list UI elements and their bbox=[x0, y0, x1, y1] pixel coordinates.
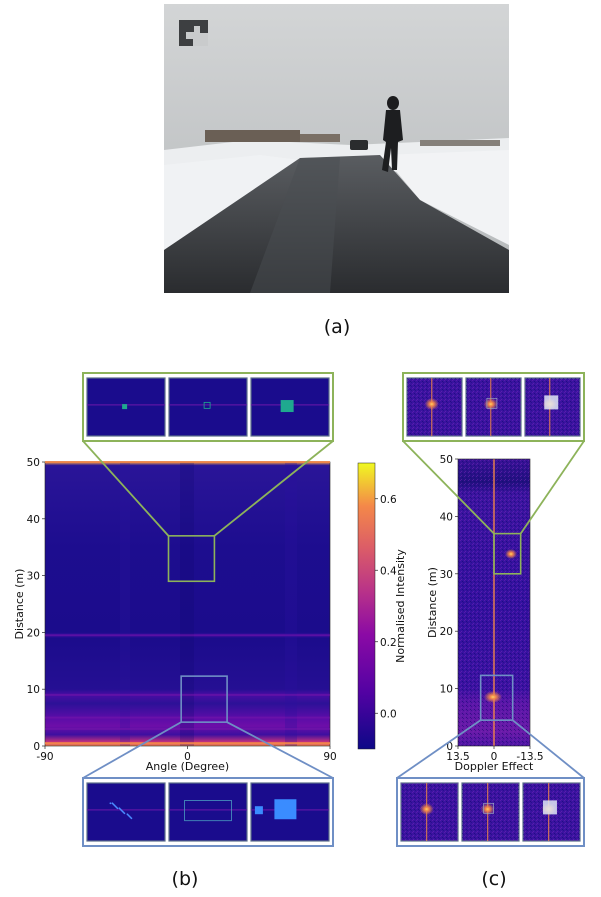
zoom-connector bbox=[402, 440, 495, 535]
highlight-region-near bbox=[180, 675, 228, 723]
intensity-band bbox=[45, 716, 330, 719]
highlight-region-near bbox=[479, 674, 514, 721]
colorbar-tick-label: 0.4 bbox=[380, 565, 397, 577]
y-tick-label: 50 bbox=[27, 457, 40, 469]
y-tick-label: 30 bbox=[27, 571, 40, 583]
zoom-connector bbox=[213, 440, 334, 537]
intensity-band bbox=[45, 742, 330, 745]
zoom-connector bbox=[519, 440, 585, 535]
y-tick-label: 20 bbox=[440, 626, 453, 638]
inset-panel bbox=[168, 377, 248, 437]
colorbar-tick-label: 0.2 bbox=[380, 637, 397, 649]
y-tick-label: 10 bbox=[440, 684, 453, 696]
x-tick-label: 0 bbox=[491, 751, 498, 763]
zoom-inset-b-far bbox=[82, 372, 334, 442]
colorbar-tick-label: 0.0 bbox=[380, 708, 397, 720]
x-axis-label: Doppler Effect bbox=[455, 760, 534, 773]
zoom-connector bbox=[226, 721, 334, 779]
pedestrian-figure bbox=[382, 96, 403, 172]
y-axis-label: Distance (m) bbox=[13, 569, 26, 640]
zoom-inset-c-near bbox=[396, 777, 585, 847]
doppler-distance-heatmap bbox=[457, 458, 531, 747]
x-tick-label: 13.5 bbox=[446, 751, 469, 763]
zoom-connector bbox=[82, 440, 170, 537]
heatmap-b-area bbox=[45, 462, 330, 746]
colorbar-gradient bbox=[357, 462, 376, 750]
y-axis-label: Distance (m) bbox=[426, 567, 439, 638]
x-tick-label: -13.5 bbox=[516, 751, 543, 763]
y-tick-label: 0 bbox=[446, 741, 453, 753]
intensity-band bbox=[45, 461, 330, 463]
y-tick-label: 30 bbox=[440, 569, 453, 581]
y-tick-label: 10 bbox=[27, 684, 40, 696]
y-tick-label: 20 bbox=[27, 627, 40, 639]
colorbar-label: Normalised Intensity bbox=[394, 549, 407, 663]
y-tick-label: 40 bbox=[27, 514, 40, 526]
zoom-connector bbox=[512, 719, 585, 779]
x-tick-label: 90 bbox=[323, 751, 336, 763]
y-tick-label: 0 bbox=[33, 741, 40, 753]
intensity-band bbox=[45, 727, 330, 730]
zoom-inset-b-near bbox=[82, 777, 334, 847]
inset-panel bbox=[86, 782, 166, 842]
intensity-band bbox=[45, 693, 330, 696]
y-tick-label: 40 bbox=[440, 511, 453, 523]
zoom-inset-c-far bbox=[402, 372, 585, 442]
colorbar-tick-label: 0.6 bbox=[380, 494, 397, 506]
caption-a: (a) bbox=[324, 316, 350, 338]
zoom-connector bbox=[82, 721, 182, 779]
street-photo bbox=[164, 4, 509, 293]
inset-panel bbox=[168, 782, 248, 842]
y-tick-label: 50 bbox=[440, 454, 453, 466]
colorbar: 0.6 0.4 0.2 0.0 Normalised Intensity bbox=[357, 462, 407, 750]
highlight-region-far bbox=[493, 532, 522, 575]
zoom-connector bbox=[396, 719, 482, 779]
angle-distance-heatmap bbox=[44, 461, 331, 747]
caption-c: (c) bbox=[481, 868, 506, 890]
x-axis-label: Angle (Degree) bbox=[146, 760, 229, 773]
x-tick-label: 0 bbox=[184, 751, 191, 763]
caption-b: (b) bbox=[172, 868, 199, 890]
camera-photo-icon bbox=[179, 20, 208, 46]
x-tick-label: -90 bbox=[36, 751, 53, 763]
highlight-region-far bbox=[167, 535, 216, 583]
inset-panel bbox=[250, 782, 330, 842]
intensity-band bbox=[45, 634, 330, 637]
